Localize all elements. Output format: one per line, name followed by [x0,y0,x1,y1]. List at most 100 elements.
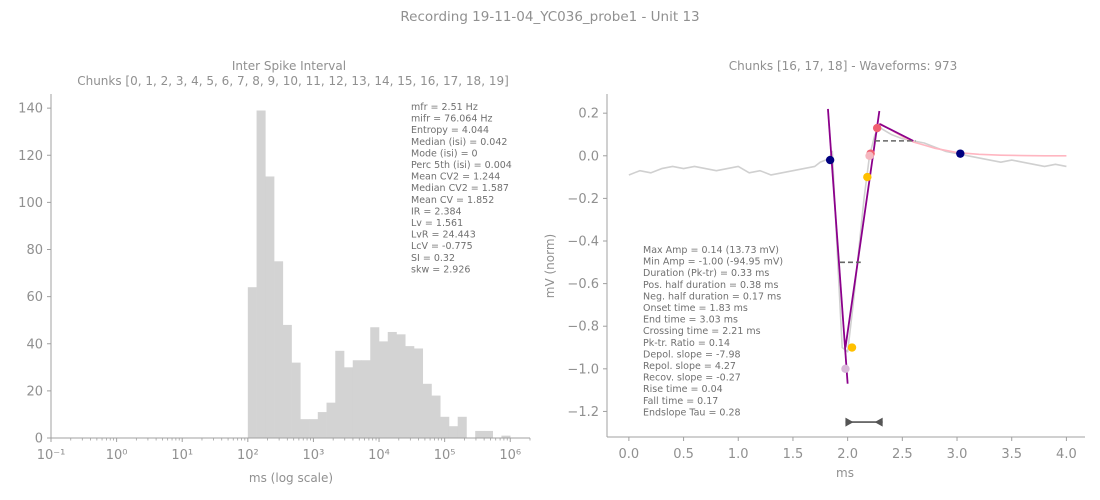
waveform-marker [847,343,857,352]
isi-stat-line: Lv = 1.561 [411,218,463,229]
isi-stat-line: Entropy = 4.044 [411,125,489,136]
isi-stat-line: Mode (isi) = 0 [411,148,478,159]
isi-stat-line: Mean CV = 1.852 [411,195,494,206]
waveform-stat-line: Pk-tr. Ratio = 0.14 [643,338,730,349]
waveform-xlabel: ms [836,466,854,480]
isi-bar [422,383,432,438]
isi-x-tick-label: 10⁶ [499,448,521,463]
isi-bar [396,334,406,438]
waveform-marker [872,123,882,133]
isi-bar [440,416,450,438]
waveform-stat-line: Duration (Pk-tr) = 0.33 ms [643,268,769,279]
waveform-x-tick-label: 3.5 [1001,447,1022,462]
waveform-x-tick-label: 4.0 [1056,447,1077,462]
isi-stat-line: Perc 5th (isi) = 0.004 [411,160,512,171]
waveform-title: Chunks [16, 17, 18] - Waveforms: 973 [729,59,958,73]
isi-bar [309,419,319,438]
isi-y-tick-label: 0 [35,432,43,447]
isi-bar [448,426,459,438]
waveform-marker [841,364,850,374]
waveform-x-tick-label: 3.0 [947,447,968,462]
waveform-stat-line: Neg. half duration = 0.17 ms [643,291,781,302]
isi-bar [247,287,257,438]
isi-stat-line: SI = 0.32 [411,253,455,264]
waveform-axes: 0.2 0.0 −0.2 −0.4 −0.6 −0.8 −1.0 −1.2 0.0 0.5 1.0 1… [567,94,1085,462]
isi-stat-line: Mean CV2 = 1.244 [411,172,500,183]
isi-bar [405,346,415,438]
waveform-stat-line: Pos. half duration = 0.38 ms [643,280,778,291]
isi-stat-line: LvR = 24.443 [411,230,476,241]
isi-stat-line: Median (isi) = 0.042 [411,137,507,148]
waveform-marker [956,149,965,158]
waveform-stat-line: Depol. slope = -7.98 [643,349,741,360]
isi-y-tick-label: 60 [26,290,43,305]
waveform-y-tick-label: −0.4 [567,235,599,250]
isi-x-tick-label: 10⁰ [106,448,128,463]
isi-bar [387,331,397,438]
waveform-stat-line: Max Amp = 0.14 (13.73 mV) [643,245,779,256]
isi-x-tick-label: 10¹ [171,448,193,463]
waveform-stat-line: Fall time = 0.17 [643,396,718,407]
waveform-x-tick-label: 2.0 [837,447,858,462]
isi-y-tick-label: 40 [26,337,43,352]
isi-bar [431,395,441,438]
isi-bar [475,430,485,438]
waveform-y-tick-label: 0.0 [578,149,599,164]
isi-y-tick-label: 120 [18,149,43,164]
waveform-panel: Chunks [16, 17, 18] - Waveforms: 973 0.2… [543,59,1085,480]
waveform-stat-line: End time = 3.03 ms [643,315,738,326]
waveform-marker [825,155,835,165]
isi-y-tick-label: 140 [18,102,43,117]
isi-x-tick-label: 10² [237,448,259,463]
isi-bar [317,412,327,438]
waveform-stat-line: Repol. slope = 4.27 [643,361,736,372]
waveform-y-tick-label: −0.6 [567,277,599,292]
waveform-slope-line [878,123,914,142]
waveform-stats-annotation: Max Amp = 0.14 (13.73 mV)Min Amp = -1.00… [643,245,783,418]
isi-xlabel: ms (log scale) [249,471,333,485]
isi-stat-line: mfr = 2.51 Hz [411,102,478,113]
isi-stat-line: LcV = -0.775 [411,241,473,252]
waveform-y-tick-label: 0.2 [578,107,599,122]
isi-x-tick-label: 10⁵ [434,448,456,463]
isi-y-tick-label: 80 [26,243,43,258]
waveform-stat-line: Rise time = 0.04 [643,384,723,395]
isi-bar [344,367,354,438]
waveform-x-tick-label: 0.0 [619,447,640,462]
waveform-y-tick-label: −1.2 [567,405,599,420]
isi-bar [501,435,511,438]
isi-bar [282,324,292,438]
waveform-y-tick-label: −0.2 [567,192,599,207]
isi-bar [265,176,275,438]
isi-x-tick-label: 10³ [303,448,325,463]
waveform-x-tick-label: 1.0 [728,447,749,462]
waveform-stat-line: Onset time = 1.83 ms [643,303,748,314]
waveform-slope-line [844,110,881,348]
waveform-y-tick-label: −1.0 [567,362,599,377]
waveform-stat-line: Recov. slope = -0.27 [643,373,741,384]
isi-bar [413,348,424,438]
isi-bar [457,416,467,438]
waveform-plot [628,108,1067,427]
waveform-stat-line: Crossing time = 2.21 ms [643,326,761,337]
isi-subtitle: Chunks [0, 1, 2, 3, 4, 5, 6, 7, 8, 9, 10… [77,74,509,88]
isi-bar [326,402,336,438]
isi-stat-line: mifr = 76.064 Hz [411,114,493,125]
duration-arrow-head-right [874,417,883,427]
waveform-stat-line: Endslope Tau = 0.28 [643,407,741,418]
isi-y-tick-label: 20 [26,384,43,399]
isi-histogram-panel: Inter Spike Interval Chunks [0, 1, 2, 3,… [18,59,531,485]
isi-bar [361,360,371,438]
isi-bar [274,261,284,438]
isi-bars [247,110,511,438]
isi-bar [300,419,310,438]
isi-x-tick-label: 10⁴ [368,448,390,463]
waveform-x-tick-label: 1.5 [783,447,804,462]
isi-x-tick-label: 10⁻¹ [37,448,66,463]
isi-axes: 0 20 40 60 80 100 120 140 10⁻¹ 10⁰ 10¹ 10² 10³ 10⁴ 10⁵… [18,94,531,463]
waveform-stat-line: Min Amp = -1.00 (-94.95 mV) [643,257,783,268]
isi-stat-line: skw = 2.926 [411,264,470,275]
figure-title: Recording 19-11-04_YC036_probe1 - Unit 1… [400,9,699,25]
